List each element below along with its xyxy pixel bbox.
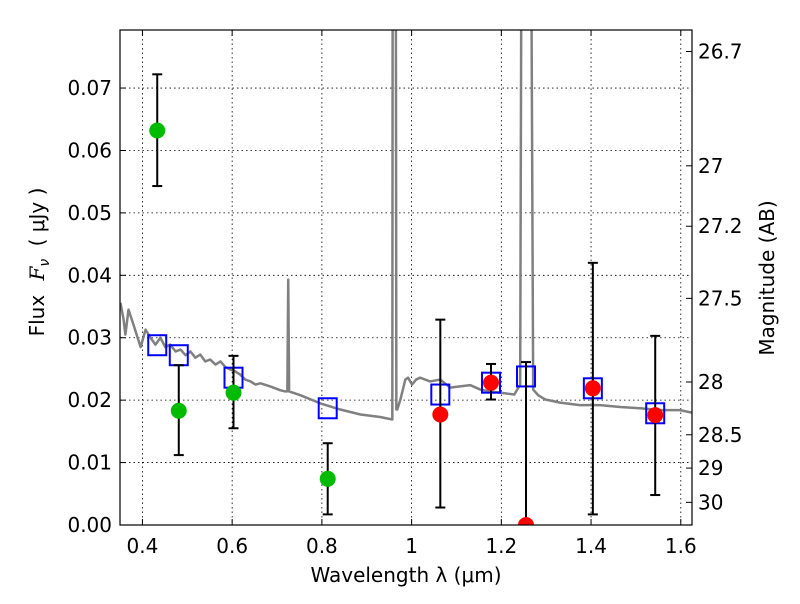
- model-photometry-square: [147, 334, 168, 357]
- y-tick-label: 0.00: [67, 513, 112, 537]
- observed-optical-point: [225, 384, 242, 401]
- axes-frame: [119, 29, 693, 526]
- model-photometry-square: [317, 397, 338, 420]
- y2-tick-label: 30: [698, 490, 723, 514]
- x-tick-label: 1.4: [575, 534, 607, 558]
- observed-optical-point: [319, 470, 336, 487]
- observed-nir-point: [647, 407, 664, 424]
- y-tick-label: 0.01: [67, 451, 112, 475]
- observed-nir-point: [483, 374, 500, 391]
- y2-tick-label: 28.5: [698, 423, 743, 447]
- observed-nir-point: [518, 517, 535, 525]
- y-tick-label: 0.02: [67, 388, 112, 412]
- y-label-symbol: F: [25, 265, 49, 281]
- y-tick-label: 0.05: [67, 201, 112, 225]
- plot-area: [120, 30, 692, 525]
- y-tick-label: 0.03: [67, 326, 112, 350]
- y2-tick-label: 27: [698, 154, 723, 178]
- x-tick-label: 0.4: [127, 534, 159, 558]
- x-tick-label: 1.2: [485, 534, 517, 558]
- y2-tick-label: 29: [698, 456, 723, 480]
- svg-text:Flux Fν ( μJy ): Flux Fν ( μJy ): [25, 188, 54, 337]
- y-tick-label: 0.07: [67, 76, 112, 100]
- y2-axis-label: Magnitude (AB): [755, 200, 779, 355]
- observed-nir-point: [432, 406, 449, 423]
- y2-tick-label: 27.2: [698, 214, 743, 238]
- y-tick-label: 0.04: [67, 263, 112, 287]
- y-tick-label: 0.06: [67, 138, 112, 162]
- y-axis-label: Flux Fν ( μJy ): [25, 188, 54, 337]
- y2-tick-label: 27.5: [698, 286, 743, 310]
- x-axis-label: Wavelength λ (μm): [310, 563, 501, 587]
- y2-tick-label: 26.7: [698, 39, 743, 63]
- observed-nir-point: [584, 380, 601, 397]
- observed-optical-point: [149, 122, 166, 139]
- x-tick-label: 0.6: [216, 534, 248, 558]
- grid: [120, 30, 692, 526]
- x-tick-label: 0.8: [306, 534, 338, 558]
- y-label-flux: Flux: [25, 295, 49, 337]
- model-spectrum-line: [120, 30, 692, 421]
- y-label-unit: ( μJy ): [25, 188, 49, 247]
- ticks: 0.4 0.6 0.8 1 1.2 1.4 1.6 0.00 0.01 0.02 0.03 0.04 0…: [67, 30, 743, 558]
- x-tick-label: 1.6: [665, 534, 697, 558]
- x-tick-label: 1: [405, 534, 418, 558]
- observed-optical-point: [170, 402, 187, 419]
- y-label-sub: ν: [37, 259, 53, 267]
- y2-tick-label: 28: [698, 370, 723, 394]
